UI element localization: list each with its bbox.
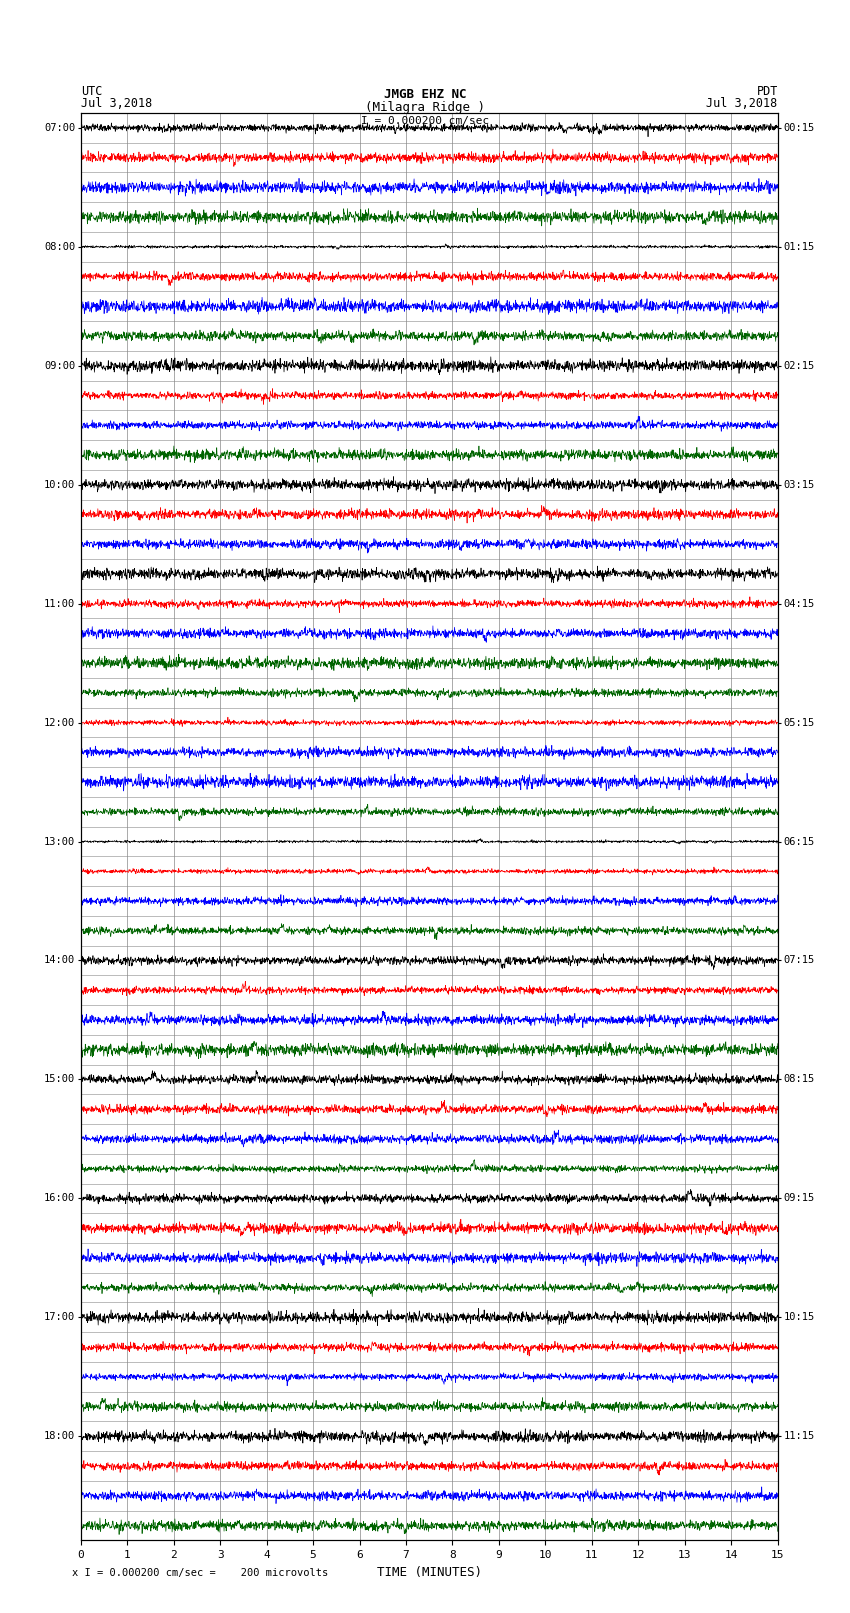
Text: UTC: UTC xyxy=(81,84,102,97)
Text: JMGB EHZ NC: JMGB EHZ NC xyxy=(383,87,467,100)
Text: Jul 3,2018: Jul 3,2018 xyxy=(81,97,152,111)
Text: (Milagra Ridge ): (Milagra Ridge ) xyxy=(365,100,485,113)
Text: I = 0.000200 cm/sec: I = 0.000200 cm/sec xyxy=(361,116,489,126)
Text: x I = 0.000200 cm/sec =    200 microvolts: x I = 0.000200 cm/sec = 200 microvolts xyxy=(72,1568,328,1578)
Text: Jul 3,2018: Jul 3,2018 xyxy=(706,97,778,111)
Text: PDT: PDT xyxy=(756,84,778,97)
X-axis label: TIME (MINUTES): TIME (MINUTES) xyxy=(377,1566,482,1579)
